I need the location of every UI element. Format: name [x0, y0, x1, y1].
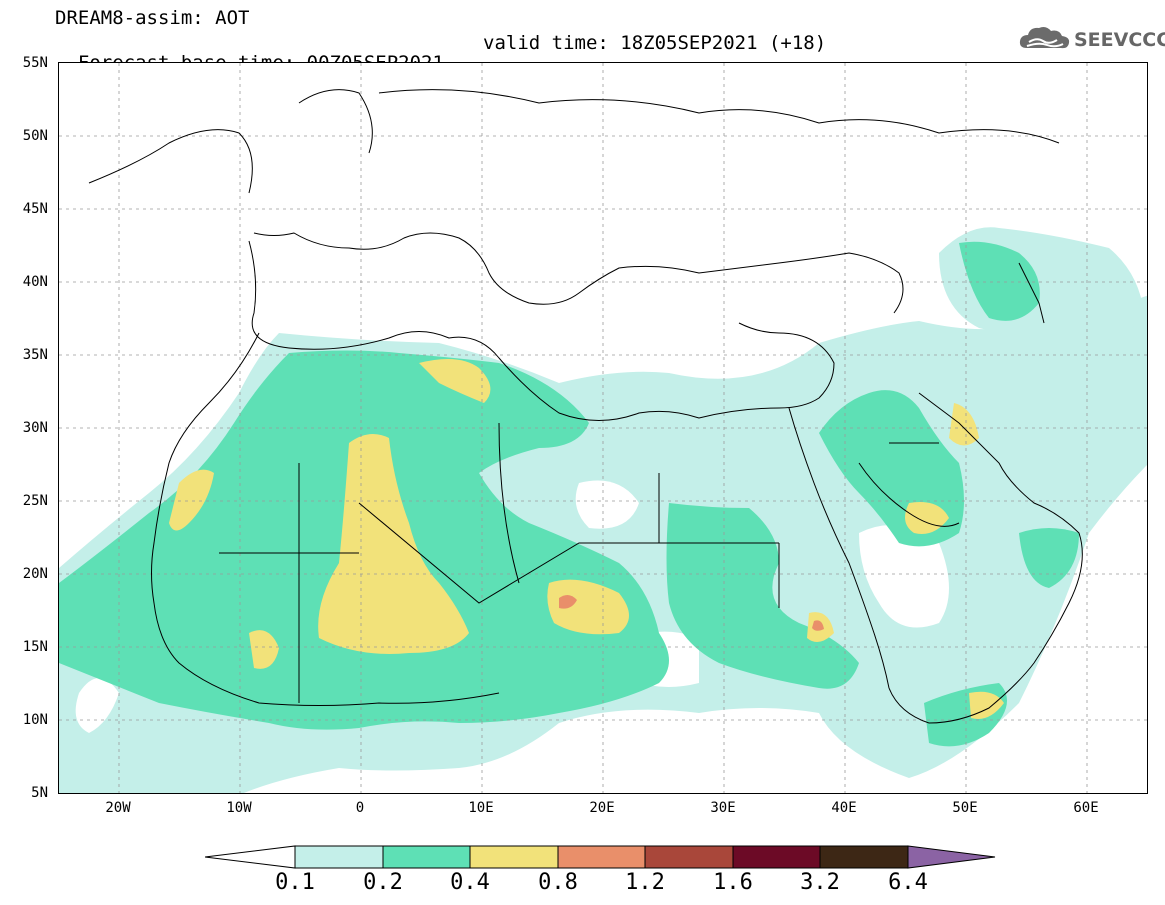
- lon-tick-label: 20W: [105, 800, 131, 816]
- seevccc-logo: SEEVCCC: [1017, 22, 1165, 56]
- valid-time-label: valid time: 18Z05SEP2021 (+18): [483, 32, 827, 54]
- lon-tick-label: 10W: [226, 800, 252, 816]
- logo-text: SEEVCCC: [1074, 29, 1165, 51]
- colorbar-bin: [819, 845, 909, 869]
- colorbar-tick-label: 1.2: [625, 870, 665, 895]
- lon-tick-label: 30E: [710, 800, 736, 816]
- lat-tick-label: 55N: [22, 55, 48, 71]
- lat-tick-label: 35N: [22, 347, 48, 363]
- chart-title: DREAM8-assim: AOT: [55, 7, 250, 29]
- colorbar-tick-label: 6.4: [888, 870, 928, 895]
- colorbar-bin: [469, 845, 559, 869]
- lat-tick-label: 45N: [22, 201, 48, 217]
- aot-map: [58, 62, 1148, 794]
- colorbar: [205, 845, 996, 869]
- lat-tick-label: 10N: [22, 712, 48, 728]
- aot-field: [59, 63, 1147, 793]
- lat-tick-label: 25N: [22, 493, 48, 509]
- lat-tick-label: 40N: [22, 274, 48, 290]
- lon-tick-label: 10E: [468, 800, 494, 816]
- colorbar-bin: [732, 845, 821, 869]
- lat-tick-label: 50N: [22, 128, 48, 144]
- aot-band-0.8: [559, 594, 824, 631]
- colorbar-tick-label: 3.2: [800, 870, 840, 895]
- lon-tick-label: 20E: [589, 800, 615, 816]
- colorbar-over-arrow: [907, 845, 996, 869]
- colorbar-under-arrow: [205, 845, 296, 869]
- colorbar-tick-label: 0.1: [275, 870, 315, 895]
- colorbar-bin: [382, 845, 471, 869]
- colorbar-bin: [294, 845, 384, 869]
- colorbar-tick-label: 1.6: [713, 870, 753, 895]
- colorbar-tick-label: 0.4: [450, 870, 490, 895]
- lat-tick-label: 30N: [22, 420, 48, 436]
- lon-tick-label: 40E: [831, 800, 857, 816]
- lon-tick-label: 50E: [952, 800, 978, 816]
- lon-tick-label: 60E: [1073, 800, 1099, 816]
- aot-band-0.4: [169, 359, 1004, 719]
- colorbar-bin: [644, 845, 734, 869]
- colorbar-tick-label: 0.8: [538, 870, 578, 895]
- lat-tick-label: 5N: [31, 785, 48, 801]
- graticule: [59, 63, 1147, 793]
- colorbar-tick-label: 0.2: [363, 870, 403, 895]
- cloud-icon: [1019, 27, 1070, 49]
- coastlines: [88, 89, 1083, 724]
- lon-tick-label: 0: [355, 800, 365, 816]
- lat-tick-label: 20N: [22, 566, 48, 582]
- lat-tick-label: 15N: [22, 639, 48, 655]
- colorbar-bin: [557, 845, 646, 869]
